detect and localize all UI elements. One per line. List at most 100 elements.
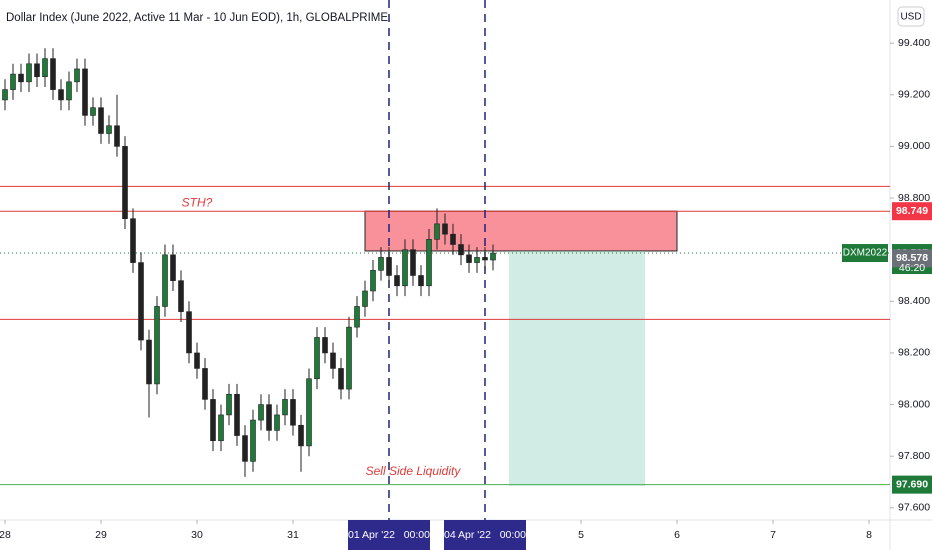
candle-body	[482, 257, 488, 261]
candle-body	[66, 81, 72, 101]
y-tick-label: 98.200	[898, 347, 930, 359]
x-tick-label: 30	[191, 529, 203, 541]
candle-body	[458, 244, 464, 256]
candle-body	[450, 233, 456, 245]
candle-body	[90, 107, 96, 116]
countdown: 46:20	[899, 262, 925, 274]
price-label: 98.578	[896, 252, 928, 264]
x-tick-label: 5	[578, 529, 584, 541]
annotation: Sell Side Liquidity	[366, 464, 462, 478]
y-tick-label: 98.400	[898, 295, 930, 307]
candle-body	[58, 89, 64, 101]
price-label-box	[892, 249, 932, 268]
symbol-label: DXM2022	[843, 248, 888, 259]
candle-body	[306, 378, 312, 447]
candle-body	[466, 254, 472, 263]
candle-body	[210, 399, 216, 442]
candle-body	[106, 125, 112, 134]
x-tick-label: 7	[770, 529, 776, 541]
candle-body	[274, 414, 280, 431]
candle-body	[250, 419, 256, 462]
x-tick-label: 28	[0, 529, 11, 541]
candle-body	[434, 223, 440, 240]
candle-body	[402, 249, 408, 287]
y-tick-label: 99.200	[898, 89, 930, 101]
candle-body	[362, 290, 368, 307]
candle-body	[314, 337, 320, 380]
x-tick-label: 01 Apr '22 00:00	[348, 529, 430, 541]
candle-body	[98, 107, 104, 134]
candle-body	[122, 146, 128, 219]
candle-body	[298, 424, 304, 447]
candle-body	[114, 125, 120, 147]
y-tick-label: 99.400	[898, 37, 930, 49]
candle-body	[290, 399, 296, 426]
candle-body	[194, 352, 200, 369]
candle-body	[378, 257, 384, 271]
candle-body	[338, 368, 344, 390]
candle-body	[442, 223, 448, 235]
candle-body	[34, 63, 40, 77]
candle-body	[226, 393, 232, 416]
symbol-box	[842, 244, 888, 263]
currency[interactable]: USD	[900, 12, 921, 23]
candle-body	[130, 218, 136, 263]
y-tick-label: 99.000	[898, 140, 930, 152]
zone	[364, 210, 678, 252]
candle-body	[218, 414, 224, 442]
price-label-box	[892, 202, 932, 221]
candle-body	[330, 352, 336, 369]
y-tick-label: 98.800	[898, 192, 930, 204]
x-tick-highlight	[348, 520, 430, 550]
x-tick-highlight	[444, 520, 526, 550]
annotation: STH?	[182, 195, 213, 209]
x-tick-label: 29	[95, 529, 107, 541]
candle-body	[354, 306, 360, 328]
candle-body	[50, 58, 56, 90]
candle-body	[170, 254, 176, 281]
x-tick-label: 8	[866, 529, 872, 541]
candle-body	[162, 254, 168, 307]
price-label: 97.690	[896, 478, 928, 490]
candle-body	[282, 399, 288, 416]
candle-body	[474, 257, 480, 263]
price-label-box	[892, 475, 932, 494]
candle-body	[74, 68, 80, 83]
x-tick-label: 6	[674, 529, 680, 541]
candle-body	[394, 275, 400, 287]
candle-body	[386, 257, 392, 276]
candle-body	[138, 262, 144, 341]
candle-body	[370, 270, 376, 292]
candle-body	[242, 435, 248, 462]
zone	[509, 250, 645, 486]
candle-body	[346, 326, 352, 390]
candle-body	[82, 68, 88, 116]
candle-body	[266, 404, 272, 431]
candle-body	[186, 311, 192, 354]
candle-body	[146, 339, 152, 385]
candle-body	[10, 73, 16, 90]
candle-body	[202, 368, 208, 400]
candle-body	[26, 63, 32, 83]
candle-body	[322, 337, 328, 354]
candle-body	[426, 239, 432, 287]
chart-title: Dollar Index (June 2022, Active 11 Mar -…	[6, 12, 388, 24]
candle-body	[42, 58, 48, 77]
x-tick-label: 31	[287, 529, 299, 541]
candle-body	[258, 404, 264, 421]
candle-body	[18, 73, 24, 83]
candle-body	[418, 275, 424, 287]
candle-body	[490, 252, 496, 261]
candle-body	[154, 306, 160, 385]
y-tick-label: 98.000	[898, 398, 930, 410]
currency-button[interactable]	[897, 6, 925, 27]
candle-body	[178, 280, 184, 312]
price-label: 98.749	[896, 205, 928, 217]
y-tick-label: 97.800	[898, 450, 930, 462]
y-tick-label: 97.600	[898, 502, 930, 514]
candle-body	[2, 89, 8, 101]
x-tick-label: 04 Apr '22 00:00	[444, 529, 526, 541]
candle-body	[234, 393, 240, 436]
